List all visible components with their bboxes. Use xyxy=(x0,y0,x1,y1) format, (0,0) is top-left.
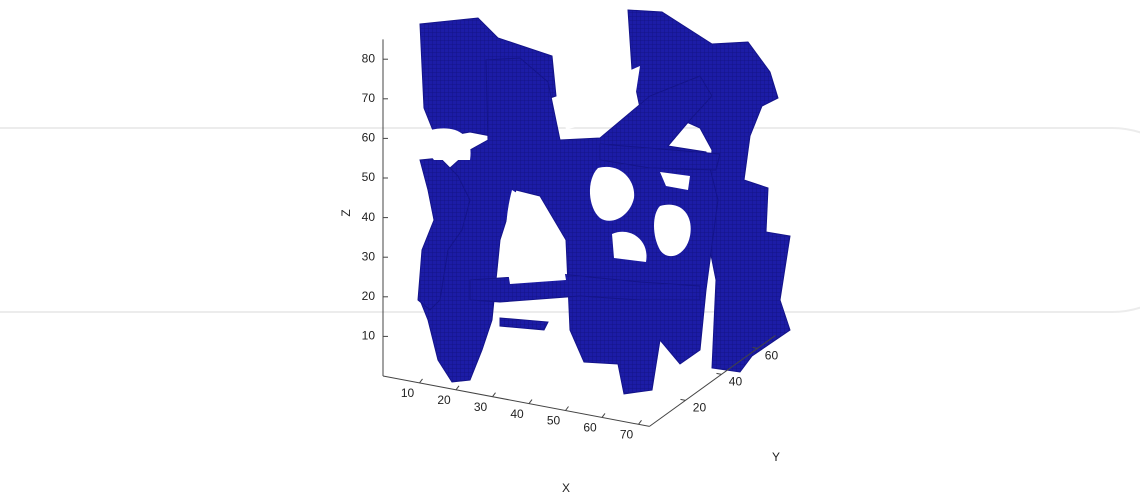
x-tick xyxy=(638,419,642,425)
y-tick xyxy=(680,398,686,401)
y-axis-label: Y xyxy=(772,450,780,464)
x-tick-label: 20 xyxy=(437,393,451,407)
z-tick-label: 70 xyxy=(362,91,376,105)
voxel-structure xyxy=(417,9,791,395)
x-tick-label: 40 xyxy=(510,407,524,421)
x-axis-label: X xyxy=(562,481,570,495)
x-tick xyxy=(528,399,533,404)
z-tick-label: 20 xyxy=(362,289,376,303)
z-tick-label: 40 xyxy=(362,210,376,224)
z-tick-label: 60 xyxy=(362,131,376,145)
x-tick xyxy=(455,385,460,391)
y-axis xyxy=(649,334,776,427)
x-tick-label: 60 xyxy=(583,421,597,435)
x-tick-label: 30 xyxy=(474,400,488,414)
x-tick-label: 70 xyxy=(620,427,634,441)
x-axis xyxy=(382,375,650,427)
z-tick-label: 80 xyxy=(362,51,376,65)
z-axis-label: Z xyxy=(339,209,353,216)
x-tick-label: 10 xyxy=(401,386,415,400)
y-tick-label: 60 xyxy=(765,349,779,363)
x-tick xyxy=(419,378,423,384)
x-tick xyxy=(492,392,496,398)
z-tick-label: 50 xyxy=(362,170,376,184)
z-tick-label: 30 xyxy=(362,249,376,263)
z-tick-label: 10 xyxy=(362,329,376,343)
x-tick xyxy=(601,413,606,418)
x-tick-label: 50 xyxy=(547,414,561,428)
x-tick xyxy=(565,406,569,411)
y-tick-label: 20 xyxy=(693,401,707,415)
y-tick-label: 40 xyxy=(729,375,743,389)
y-tick xyxy=(716,372,722,375)
y-tick xyxy=(752,346,758,349)
